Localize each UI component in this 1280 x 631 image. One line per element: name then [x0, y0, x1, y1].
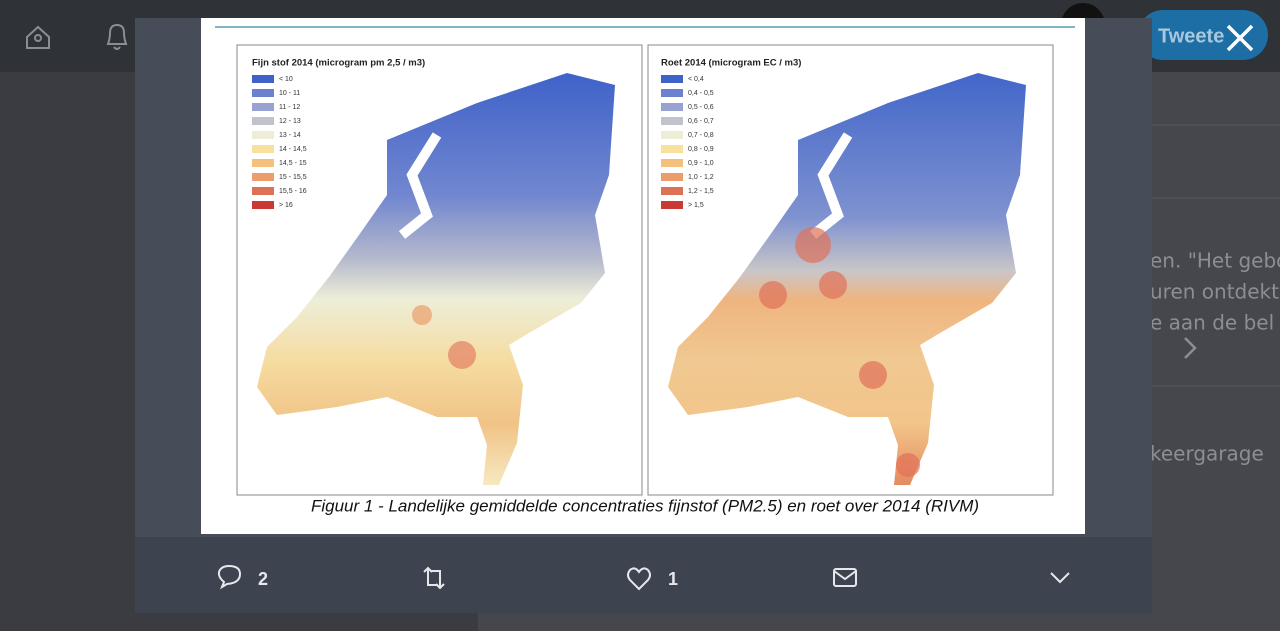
legend-label: 11 - 12 [279, 104, 300, 111]
map-hotspot [859, 361, 887, 389]
tweet-button[interactable] [1138, 10, 1268, 60]
legend-swatch [252, 89, 274, 97]
background-text: e aan de bel t [1150, 311, 1280, 335]
legend-label: 1,2 - 1,5 [688, 188, 714, 195]
legend-label: > 1,5 [688, 202, 704, 209]
like-icon[interactable] [627, 567, 651, 591]
map-hotspot [759, 281, 787, 309]
legend-label: 0,4 - 0,5 [688, 90, 714, 97]
legend-label: 12 - 13 [279, 118, 301, 125]
legend-swatch [252, 201, 274, 209]
bell-icon[interactable] [106, 23, 128, 50]
legend-swatch [252, 145, 274, 153]
map-hotspot [819, 271, 847, 299]
legend-swatch [252, 103, 274, 111]
legend-title: Fijn stof 2014 (microgram pm 2,5 / m3) [252, 58, 425, 69]
legend-title: Roet 2014 (microgram EC / m3) [661, 58, 801, 69]
home-icon[interactable] [26, 25, 50, 49]
legend-swatch [661, 89, 683, 97]
legend-swatch [661, 103, 683, 111]
legend-swatch [661, 187, 683, 195]
legend-swatch [252, 187, 274, 195]
legend-label: 0,6 - 0,7 [688, 118, 714, 125]
background-text: en. "Het gebo [1150, 249, 1280, 273]
legend-label: 10 - 11 [279, 90, 300, 97]
background-text: uren ontdekt. [1150, 280, 1280, 304]
action-bar [135, 537, 1152, 613]
legend-swatch [661, 75, 683, 83]
legend-swatch [661, 159, 683, 167]
legend-swatch [661, 117, 683, 125]
legend-swatch [252, 159, 274, 167]
legend-label: 15 - 15,5 [279, 174, 307, 181]
legend-swatch [661, 131, 683, 139]
legend-label: < 0,4 [688, 76, 704, 83]
legend-swatch [661, 145, 683, 153]
message-icon[interactable] [833, 568, 857, 587]
figure-caption: Figuur 1 - Landelijke gemiddelde concent… [311, 496, 979, 515]
legend-label: 0,9 - 1,0 [688, 160, 714, 167]
message-icon-flap [833, 570, 857, 581]
legend-label: 14 - 14,5 [279, 146, 307, 153]
legend-swatch [252, 173, 274, 181]
legend-swatch [252, 117, 274, 125]
map [668, 73, 1026, 485]
tweet-button-label: Tweete [1158, 25, 1224, 47]
legend-label: < 10 [279, 76, 293, 83]
map-hotspot [412, 305, 432, 325]
map [257, 73, 615, 485]
next-arrow[interactable] [1184, 337, 1197, 359]
legend-label: 1,0 - 1,2 [688, 174, 714, 181]
legend-swatch [252, 75, 274, 83]
legends: Fijn stof 2014 (microgram pm 2,5 / m3) < … [252, 58, 801, 209]
more-icon[interactable] [1050, 572, 1070, 584]
retweet-icon[interactable] [423, 566, 445, 590]
map-hotspot [896, 453, 920, 477]
home-icon-dot [34, 34, 42, 42]
close-button[interactable] [1226, 24, 1254, 52]
legend-label: 0,5 - 0,6 [688, 104, 714, 111]
legend-swatch [661, 201, 683, 209]
figure: Fijn stof 2014 (microgram pm 2,5 / m3) < … [201, 18, 1085, 534]
legend-label: 14,5 - 15 [279, 160, 307, 167]
legend-swatch [252, 131, 274, 139]
nav-icons [26, 23, 128, 50]
legend-label: > 16 [279, 202, 293, 209]
reply-count: 2 [258, 569, 268, 589]
map-water [809, 132, 853, 239]
map-hotspot [795, 227, 831, 263]
action-icons [217, 564, 1070, 591]
background-texts: en. "Het gebo uren ontdekt. e aan de bel… [1150, 249, 1280, 466]
legend-label: 13 - 14 [279, 132, 301, 139]
legend-swatch [661, 173, 683, 181]
background-text: keergarage [1150, 442, 1264, 466]
map-hotspot [448, 341, 476, 369]
legend-label: 0,8 - 0,9 [688, 146, 714, 153]
map-panel [647, 44, 1054, 496]
legend-label: 0,7 - 0,8 [688, 132, 714, 139]
map-water [398, 132, 442, 239]
reply-icon[interactable] [217, 564, 242, 590]
like-count: 1 [668, 569, 678, 589]
legend-label: 15,5 - 16 [279, 188, 307, 195]
map-panel [236, 44, 643, 496]
